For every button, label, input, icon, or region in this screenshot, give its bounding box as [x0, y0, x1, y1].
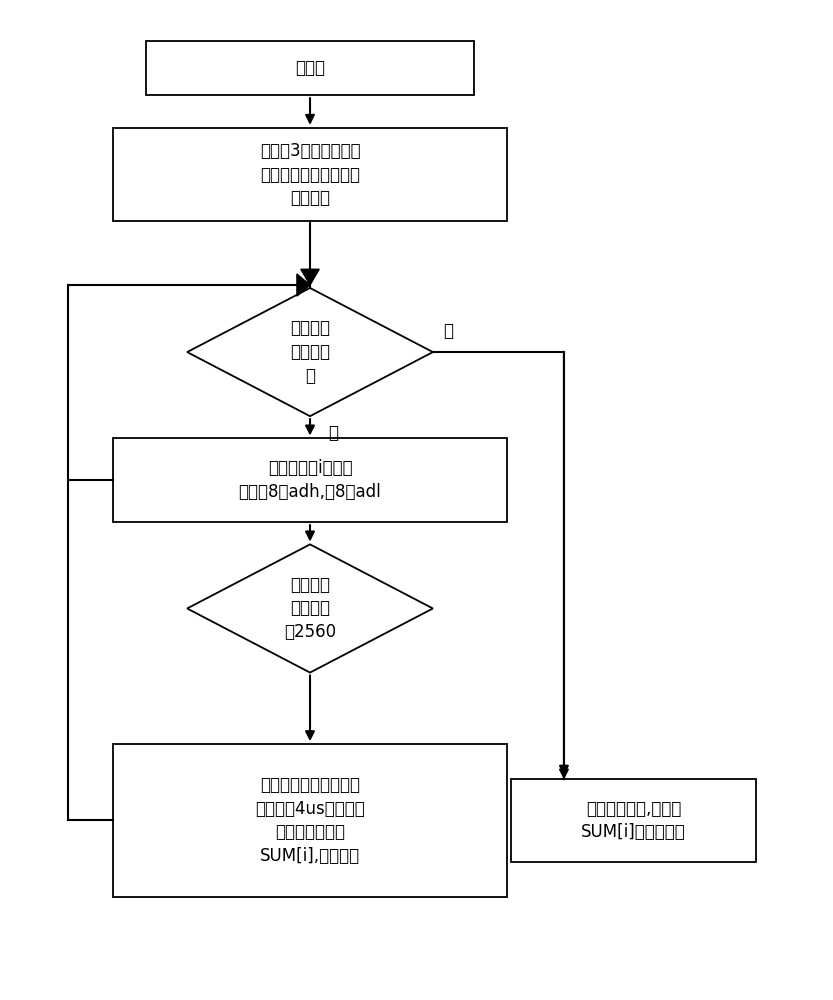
Text: 此通道模拟开关闭合，
开始放电4us，数据位
数转换后累加到
SUM[i],继续积分: 此通道模拟开关闭合， 开始放电4us，数据位 数转换后累加到 SUM[i],继续…: [255, 776, 365, 865]
Text: 总积分时
间是否到
达: 总积分时 间是否到 达: [290, 319, 330, 385]
Text: 所采集数
据是否大
于2560: 所采集数 据是否大 于2560: [284, 576, 336, 641]
Polygon shape: [301, 269, 319, 285]
Polygon shape: [187, 288, 433, 416]
Text: 采集末次数据,累加到
SUM[i]，采集结束: 采集末次数据,累加到 SUM[i]，采集结束: [581, 800, 686, 841]
Bar: [113, 128, 506, 221]
Polygon shape: [187, 544, 433, 673]
Text: 否: 否: [328, 424, 338, 442]
Text: 初始化: 初始化: [295, 59, 325, 77]
Text: 轮流采集第i通道数
据，高8位adh,低8位adl: 轮流采集第i通道数 据，高8位adh,低8位adl: [238, 459, 382, 501]
Bar: [113, 744, 506, 897]
Text: 定时器3开始计时，模
拟开关所有通道打开，
开始积分: 定时器3开始计时，模 拟开关所有通道打开， 开始积分: [260, 142, 361, 207]
Polygon shape: [297, 274, 310, 296]
Text: 是: 是: [442, 322, 452, 340]
Bar: [511, 779, 756, 862]
Bar: [147, 41, 474, 95]
Bar: [113, 438, 506, 522]
